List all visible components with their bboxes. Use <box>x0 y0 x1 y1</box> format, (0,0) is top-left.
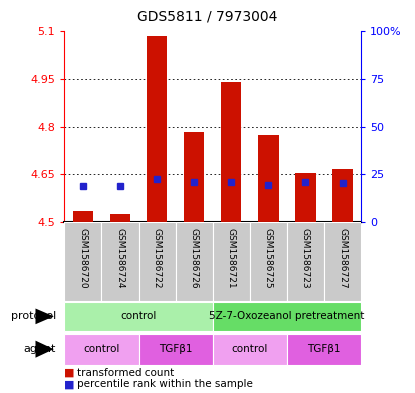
Text: ■: ■ <box>64 367 75 378</box>
Bar <box>139 222 176 301</box>
Bar <box>147 36 167 222</box>
Text: GSM1586727: GSM1586727 <box>338 228 347 289</box>
Bar <box>73 211 93 222</box>
Text: control: control <box>120 311 157 321</box>
Bar <box>184 132 204 222</box>
Text: GSM1586721: GSM1586721 <box>227 228 236 289</box>
Bar <box>332 169 353 222</box>
Bar <box>101 222 139 301</box>
Bar <box>221 82 242 222</box>
Polygon shape <box>35 309 54 324</box>
Bar <box>213 222 250 301</box>
Text: GSM1586724: GSM1586724 <box>115 228 124 289</box>
Bar <box>110 214 130 222</box>
Bar <box>324 222 361 301</box>
Bar <box>64 334 139 365</box>
Bar <box>139 334 213 365</box>
Bar <box>176 222 213 301</box>
Bar <box>258 135 278 222</box>
Bar <box>64 302 213 331</box>
Bar <box>287 222 324 301</box>
Text: TGFβ1: TGFβ1 <box>307 344 341 354</box>
Text: transformed count: transformed count <box>77 367 174 378</box>
Bar <box>213 302 361 331</box>
Text: ■: ■ <box>64 379 75 389</box>
Text: GSM1586720: GSM1586720 <box>78 228 88 289</box>
Bar <box>287 334 361 365</box>
Bar <box>295 173 316 222</box>
Bar <box>250 222 287 301</box>
Text: TGFβ1: TGFβ1 <box>159 344 192 354</box>
Bar <box>64 222 101 301</box>
Text: percentile rank within the sample: percentile rank within the sample <box>77 379 253 389</box>
Text: 5Z-7-Oxozeanol pretreatment: 5Z-7-Oxozeanol pretreatment <box>209 311 364 321</box>
Text: GSM1586722: GSM1586722 <box>153 228 161 289</box>
Text: control: control <box>83 344 120 354</box>
Text: protocol: protocol <box>11 311 56 321</box>
Bar <box>213 334 287 365</box>
Text: control: control <box>232 344 268 354</box>
Text: GSM1586725: GSM1586725 <box>264 228 273 289</box>
Text: GDS5811 / 7973004: GDS5811 / 7973004 <box>137 10 278 24</box>
Text: agent: agent <box>24 344 56 354</box>
Polygon shape <box>35 341 54 358</box>
Text: GSM1586723: GSM1586723 <box>301 228 310 289</box>
Text: GSM1586726: GSM1586726 <box>190 228 199 289</box>
